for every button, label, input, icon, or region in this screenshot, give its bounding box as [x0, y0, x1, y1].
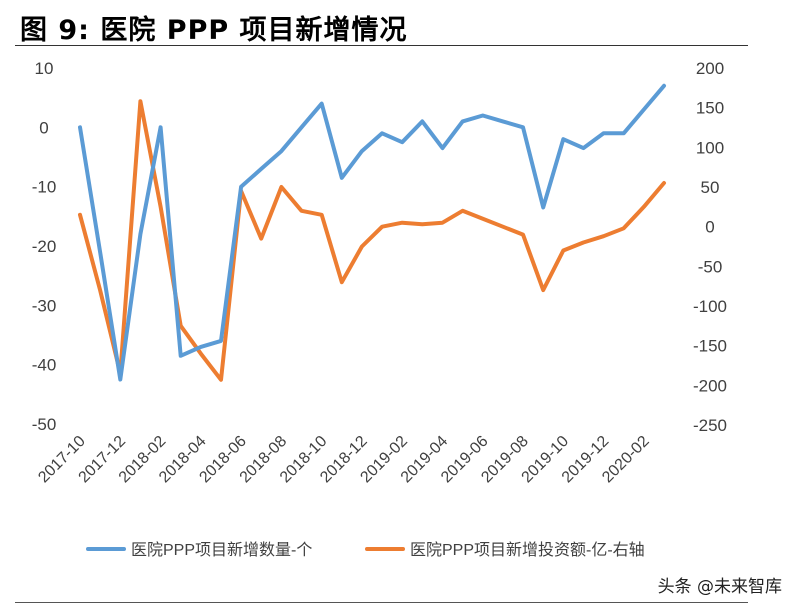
left-axis-tick-label: -40	[32, 356, 57, 375]
legend-label-count: 医院PPP项目新增数量-个	[131, 541, 312, 559]
x-axis-ticks: 2017-102017-122018-022018-042018-062018-…	[35, 433, 652, 487]
legend: 医院PPP项目新增数量-个 医院PPP项目新增投资额-亿-右轴	[86, 541, 645, 559]
bottom-divider	[15, 602, 748, 603]
right-axis-tick-label: 200	[696, 59, 724, 78]
series-layer	[78, 83, 666, 382]
left-axis-tick-label: -50	[32, 415, 57, 434]
series-line-hospital-ppp-count	[78, 83, 666, 382]
right-axis-tick-label: 0	[705, 218, 714, 237]
title-divider	[15, 45, 748, 46]
left-axis-tick-label: -30	[32, 296, 57, 315]
right-axis-tick-label: 100	[696, 138, 724, 157]
right-axis-ticks: 200 150 100 50 0 -50 -100 -150 -200 -250	[693, 59, 727, 435]
left-axis-ticks: 10 0 -10 -20 -30 -40 -50	[32, 59, 57, 434]
left-axis-tick-label: 10	[35, 59, 54, 78]
right-axis-tick-label: -250	[693, 416, 727, 435]
right-axis-tick-label: 50	[701, 178, 720, 197]
legend-label-investment: 医院PPP项目新增投资额-亿-右轴	[410, 541, 645, 559]
left-axis-tick-label: -10	[32, 178, 57, 197]
right-axis-tick-label: 150	[696, 99, 724, 118]
left-axis-tick-label: -20	[32, 237, 57, 256]
right-axis-tick-label: -200	[693, 376, 727, 395]
figure-title: 图 9: 医院 PPP 项目新增情况	[20, 15, 408, 46]
watermark: 头条 @未来智库	[657, 577, 782, 597]
right-axis-tick-label: -100	[693, 297, 727, 316]
right-axis-tick-label: -150	[693, 337, 727, 356]
left-axis-tick-label: 0	[39, 118, 48, 137]
right-axis-tick-label: -50	[698, 257, 723, 276]
